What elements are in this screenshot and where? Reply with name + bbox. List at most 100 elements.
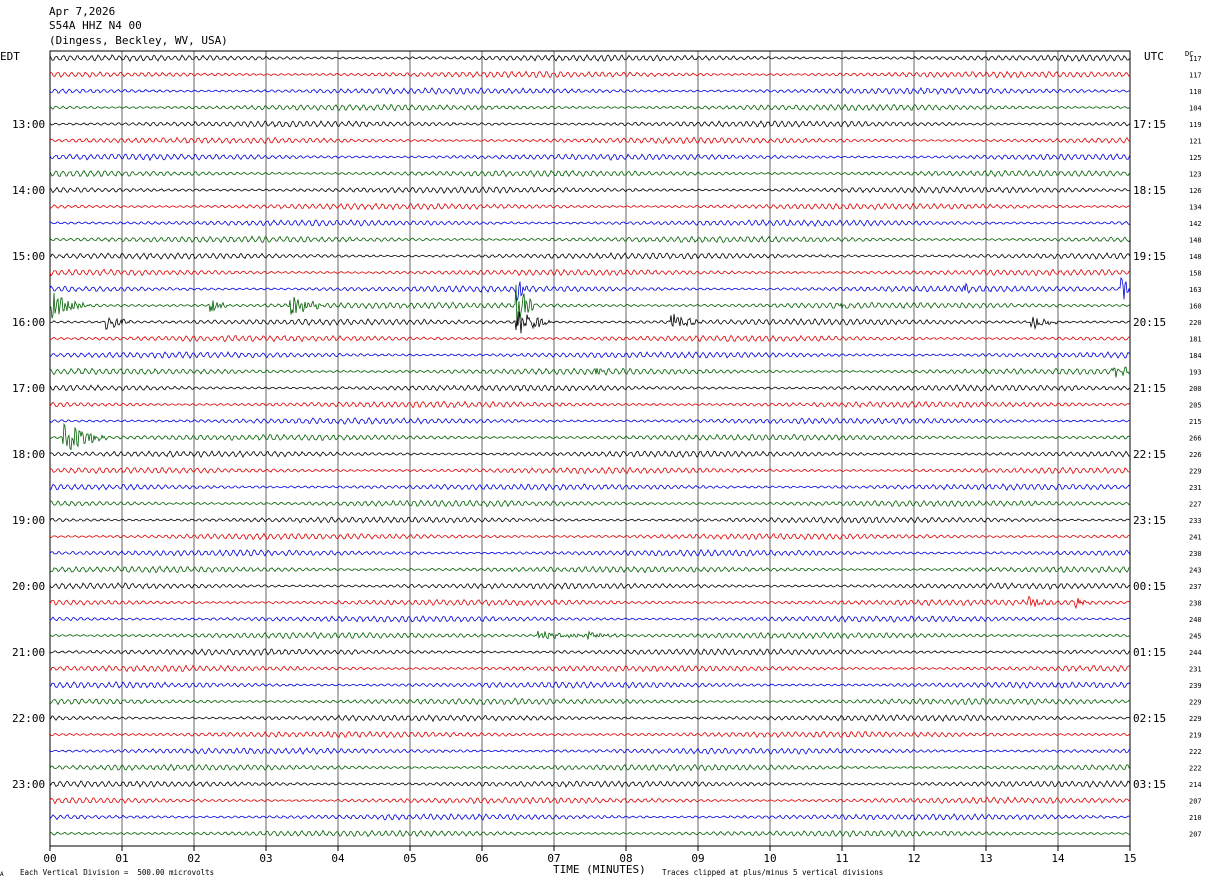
dc-offset-value: 238 bbox=[1189, 600, 1202, 608]
seismic-trace bbox=[49, 268, 1131, 277]
dc-offset-value: 226 bbox=[1189, 451, 1202, 459]
seismic-trace bbox=[49, 516, 1131, 524]
seismic-trace bbox=[49, 417, 1131, 425]
left-time-label: 22:00 bbox=[12, 712, 45, 725]
right-time-label: 22:15 bbox=[1133, 448, 1166, 461]
seismic-trace bbox=[49, 284, 1131, 327]
seismic-trace bbox=[49, 70, 1131, 79]
dc-offset-value: 126 bbox=[1189, 187, 1202, 195]
dc-offset-value: 200 bbox=[1189, 385, 1202, 393]
dc-offset-value: 119 bbox=[1189, 121, 1202, 129]
x-tick-label: 10 bbox=[763, 852, 776, 865]
dc-offset-value: 121 bbox=[1189, 138, 1202, 146]
dc-offset-value: 230 bbox=[1189, 550, 1202, 558]
seismic-trace bbox=[49, 311, 1131, 334]
dc-offset-value: 222 bbox=[1189, 748, 1202, 756]
x-tick-label: 06 bbox=[475, 852, 488, 865]
x-tick-label: 03 bbox=[259, 852, 272, 865]
seismic-trace bbox=[49, 648, 1131, 657]
x-tick-label: 08 bbox=[619, 852, 632, 865]
dc-offset-value: 215 bbox=[1189, 418, 1202, 426]
dc-offset-header: DC bbox=[1185, 50, 1194, 58]
dc-offset-value: 207 bbox=[1189, 831, 1202, 839]
left-time-label: 17:00 bbox=[12, 382, 45, 395]
dc-offset-value: 134 bbox=[1189, 204, 1202, 212]
left-time-label: 23:00 bbox=[12, 778, 45, 791]
x-axis-title: TIME (MINUTES) bbox=[553, 863, 646, 876]
seismic-trace bbox=[49, 829, 1131, 838]
x-tick-label: 02 bbox=[187, 852, 200, 865]
dc-offset-value: 219 bbox=[1189, 732, 1202, 740]
right-time-label: 23:15 bbox=[1133, 514, 1166, 527]
dc-offset-value: 229 bbox=[1189, 468, 1202, 476]
seismic-trace bbox=[49, 384, 1131, 392]
seismic-trace bbox=[49, 595, 1131, 610]
seismic-trace bbox=[49, 730, 1131, 739]
seismic-trace bbox=[49, 235, 1131, 244]
dc-offset-value: 148 bbox=[1189, 237, 1202, 245]
dc-offset-value: 231 bbox=[1189, 666, 1202, 674]
station-location: (Dingess, Beckley, WV, USA) bbox=[49, 34, 228, 47]
seismic-trace bbox=[49, 466, 1131, 475]
corner-mark: A bbox=[0, 871, 4, 878]
seismic-trace bbox=[49, 615, 1131, 623]
dc-offset-value: 237 bbox=[1189, 583, 1202, 591]
seismic-trace bbox=[49, 86, 1131, 95]
seismic-trace bbox=[49, 334, 1131, 343]
dc-offset-value: 193 bbox=[1189, 369, 1202, 377]
seismic-trace bbox=[49, 582, 1131, 590]
dc-offset-value: 241 bbox=[1189, 534, 1202, 542]
x-tick-label: 13 bbox=[979, 852, 992, 865]
seismic-trace bbox=[49, 780, 1131, 788]
dc-offset-value: 220 bbox=[1189, 319, 1202, 327]
seismic-trace bbox=[49, 350, 1131, 359]
plot-date: Apr 7,2026 bbox=[49, 5, 116, 18]
dc-offset-value: 231 bbox=[1189, 484, 1202, 492]
dc-offset-value: 181 bbox=[1189, 336, 1202, 344]
left-time-label: 19:00 bbox=[12, 514, 45, 527]
dc-offset-value: 184 bbox=[1189, 352, 1202, 360]
seismic-trace bbox=[49, 450, 1131, 459]
seismic-trace bbox=[49, 565, 1130, 574]
left-time-label: 15:00 bbox=[12, 250, 45, 263]
seismic-trace bbox=[49, 697, 1131, 706]
seismic-trace bbox=[49, 103, 1131, 112]
seismic-trace bbox=[49, 136, 1131, 145]
dc-offset-value: 123 bbox=[1189, 171, 1202, 179]
x-tick-label: 05 bbox=[403, 852, 416, 865]
right-time-label: 18:15 bbox=[1133, 184, 1166, 197]
dc-offset-value: 233 bbox=[1189, 517, 1202, 525]
dc-offset-value: 210 bbox=[1189, 814, 1202, 822]
dc-offset-value: 240 bbox=[1189, 616, 1202, 624]
left-time-label: 21:00 bbox=[12, 646, 45, 659]
left-timezone-label: EDT bbox=[0, 50, 20, 63]
vertical-scale-note: Each Vertical Division = 500.00 microvol… bbox=[20, 868, 215, 877]
seismic-trace bbox=[49, 54, 1131, 62]
left-time-label: 13:00 bbox=[12, 118, 45, 131]
dc-offset-value: 110 bbox=[1189, 88, 1202, 96]
dc-offset-value: 148 bbox=[1189, 253, 1202, 261]
dc-offset-value: 205 bbox=[1189, 402, 1202, 410]
dc-offset-value: 158 bbox=[1189, 270, 1202, 278]
dc-offset-value: 117 bbox=[1189, 72, 1202, 80]
plot-frame bbox=[49, 50, 1131, 847]
right-timezone-label: UTC bbox=[1144, 50, 1164, 63]
right-time-label: 02:15 bbox=[1133, 712, 1166, 725]
right-time-label: 21:15 bbox=[1133, 382, 1166, 395]
seismic-trace bbox=[49, 532, 1131, 541]
left-time-label: 18:00 bbox=[12, 448, 45, 461]
dc-offset-value: 117 bbox=[1189, 55, 1202, 63]
seismic-trace bbox=[49, 400, 1131, 409]
seismic-trace bbox=[49, 796, 1131, 805]
right-time-label: 03:15 bbox=[1133, 778, 1166, 791]
seismic-trace bbox=[49, 169, 1131, 178]
dc-offset-value: 244 bbox=[1189, 649, 1202, 657]
x-tick-label: 04 bbox=[331, 852, 345, 865]
dc-offset-value: 239 bbox=[1189, 682, 1202, 690]
dc-offset-value: 222 bbox=[1189, 765, 1202, 773]
left-time-label: 16:00 bbox=[12, 316, 45, 329]
seismic-trace bbox=[49, 813, 1131, 821]
x-tick-label: 00 bbox=[43, 852, 56, 865]
seismic-trace bbox=[49, 681, 1131, 689]
